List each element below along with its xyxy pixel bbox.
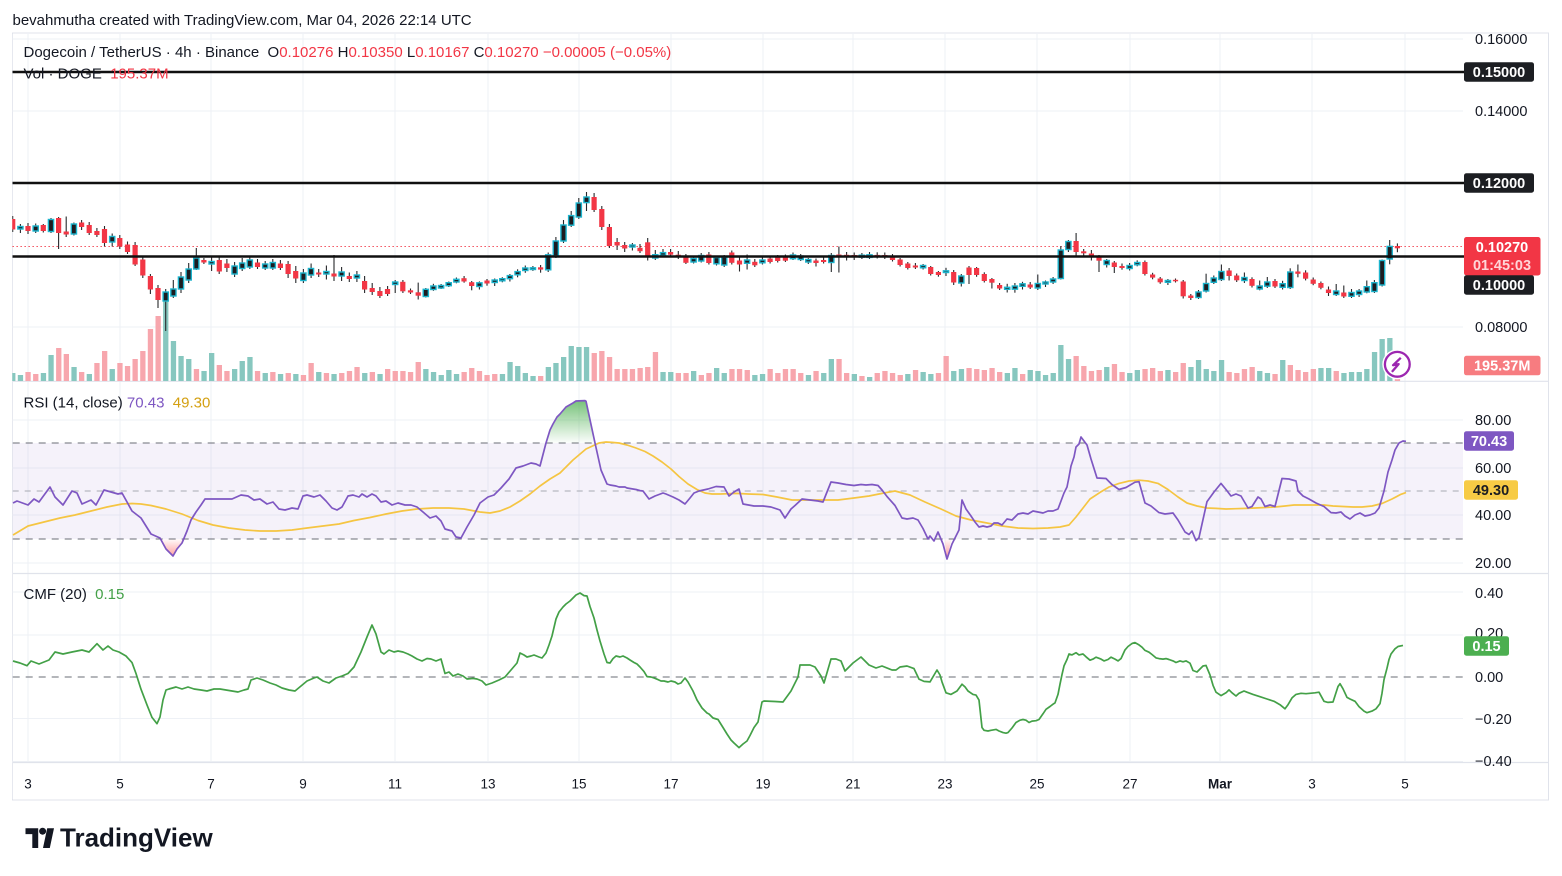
svg-text:80.00: 80.00 bbox=[1475, 413, 1511, 429]
svg-text:20.00: 20.00 bbox=[1475, 556, 1511, 572]
svg-text:13: 13 bbox=[480, 777, 495, 792]
svg-text:5: 5 bbox=[1401, 777, 1409, 792]
svg-text:70.43: 70.43 bbox=[1471, 434, 1507, 450]
svg-text:11: 11 bbox=[388, 777, 402, 792]
svg-text:0.10270: 0.10270 bbox=[1476, 240, 1528, 256]
svg-text:01:45:03: 01:45:03 bbox=[1473, 258, 1531, 274]
svg-text:0.08000: 0.08000 bbox=[1475, 320, 1527, 336]
svg-text:bevahmutha created with Tradin: bevahmutha created with TradingView.com,… bbox=[13, 12, 472, 29]
svg-text:195.37M: 195.37M bbox=[1474, 359, 1530, 375]
svg-text:19: 19 bbox=[755, 777, 770, 792]
svg-text:Dogecoin / TetherUS · 4h · Bin: Dogecoin / TetherUS · 4h · Binance O0.10… bbox=[24, 44, 672, 61]
svg-text:5: 5 bbox=[116, 777, 124, 792]
svg-text:0.15000: 0.15000 bbox=[1473, 65, 1525, 81]
svg-text:0.12000: 0.12000 bbox=[1473, 176, 1525, 192]
svg-text:25: 25 bbox=[1029, 777, 1044, 792]
svg-text:0.16000: 0.16000 bbox=[1475, 32, 1527, 48]
svg-text:Mar: Mar bbox=[1208, 777, 1233, 792]
svg-text:0.40: 0.40 bbox=[1475, 586, 1503, 602]
svg-text:3: 3 bbox=[24, 777, 32, 792]
svg-text:Vol · DOGE 195.37M: Vol · DOGE 195.37M bbox=[24, 65, 169, 82]
svg-text:40.00: 40.00 bbox=[1475, 508, 1511, 524]
svg-text:21: 21 bbox=[845, 777, 860, 792]
svg-text:7: 7 bbox=[207, 777, 215, 792]
svg-text:0.15: 0.15 bbox=[1472, 639, 1500, 655]
svg-text:49.30: 49.30 bbox=[1473, 483, 1509, 499]
svg-text:TradingView: TradingView bbox=[60, 823, 213, 853]
svg-text:27: 27 bbox=[1122, 777, 1137, 792]
svg-text:RSI (14, close) 70.43 49.30: RSI (14, close) 70.43 49.30 bbox=[24, 394, 211, 411]
svg-text:60.00: 60.00 bbox=[1475, 461, 1511, 477]
svg-text:15: 15 bbox=[571, 777, 586, 792]
svg-text:23: 23 bbox=[937, 777, 952, 792]
svg-text:−0.20: −0.20 bbox=[1475, 712, 1512, 728]
svg-text:3: 3 bbox=[1308, 777, 1316, 792]
svg-text:9: 9 bbox=[299, 777, 307, 792]
svg-text:0.00: 0.00 bbox=[1475, 670, 1503, 686]
svg-text:CMF (20) 0.15: CMF (20) 0.15 bbox=[24, 586, 125, 603]
svg-text:0.10000: 0.10000 bbox=[1473, 278, 1525, 294]
svg-text:17: 17 bbox=[663, 777, 678, 792]
svg-text:0.14000: 0.14000 bbox=[1475, 104, 1527, 120]
svg-text:−0.40: −0.40 bbox=[1475, 754, 1512, 770]
